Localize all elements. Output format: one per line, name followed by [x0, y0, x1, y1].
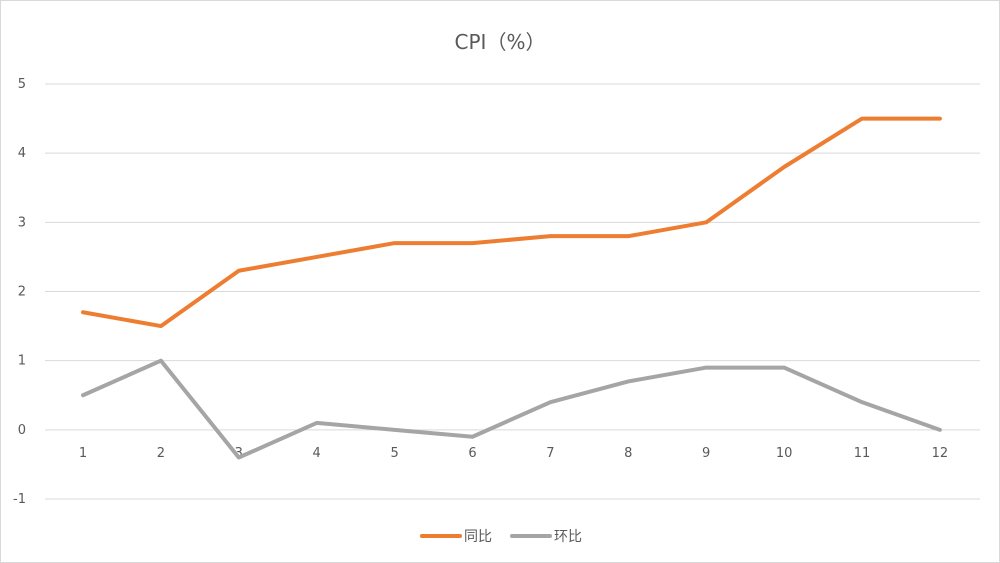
- y-tick-label: 0: [18, 423, 26, 438]
- series-lines: [81, 116, 942, 460]
- x-axis-tick-labels: 1 2 3 4 5 6 7 8 9 10 11 12: [79, 446, 948, 461]
- x-tick-label: 8: [624, 446, 632, 461]
- y-tick-label: 3: [18, 215, 26, 230]
- chart-title: CPI（%）: [455, 30, 546, 54]
- x-tick-label: 7: [546, 446, 554, 461]
- legend-label: 环比: [554, 529, 582, 545]
- x-tick-label: 4: [313, 446, 321, 461]
- x-tick-label: 9: [702, 446, 710, 461]
- x-tick-label: 12: [932, 446, 949, 461]
- y-tick-label: 2: [18, 285, 26, 300]
- x-tick-label: 1: [79, 446, 87, 461]
- legend: 同比 环比: [420, 529, 582, 545]
- x-tick-label: 3: [235, 446, 243, 461]
- series-line-0: [81, 116, 942, 329]
- y-tick-label: -1: [13, 492, 26, 507]
- y-tick-label: 1: [18, 354, 26, 369]
- gridlines: [45, 83, 980, 500]
- x-tick-label: 11: [854, 446, 871, 461]
- legend-label: 同比: [464, 529, 492, 545]
- x-tick-label: 5: [390, 446, 398, 461]
- y-tick-label: 5: [18, 77, 26, 92]
- y-tick-label: 4: [18, 146, 26, 161]
- x-tick-label: 6: [468, 446, 476, 461]
- x-tick-label: 10: [776, 446, 793, 461]
- x-tick-label: 2: [157, 446, 165, 461]
- series-line-1: [81, 358, 942, 460]
- y-axis-tick-labels: 5 4 3 2 1 0 -1: [13, 77, 26, 507]
